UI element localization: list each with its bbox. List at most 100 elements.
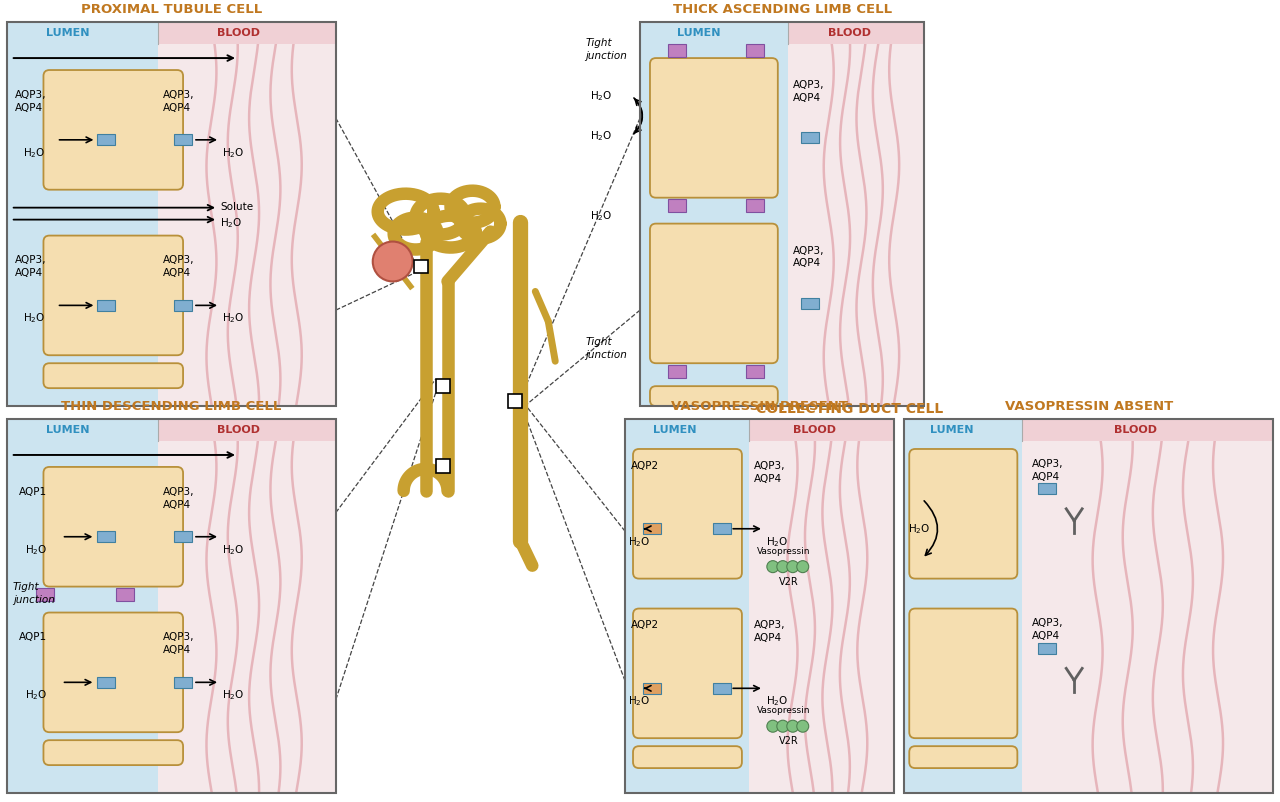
Text: LUMEN: LUMEN: [653, 425, 696, 435]
Text: LUMEN: LUMEN: [46, 28, 90, 38]
Text: AQP4: AQP4: [1032, 631, 1060, 642]
Text: BLOOD: BLOOD: [828, 28, 870, 38]
Text: junction: junction: [585, 51, 627, 61]
Bar: [159, 419, 335, 441]
Text: AQP3,: AQP3,: [754, 461, 786, 471]
Text: H$_2$O: H$_2$O: [23, 311, 45, 326]
Bar: [6, 419, 335, 793]
Text: AQP3,: AQP3,: [792, 245, 824, 256]
Circle shape: [787, 720, 799, 732]
Text: VASOPRESSIN PRESENT: VASOPRESSIN PRESENT: [671, 400, 849, 413]
Bar: [6, 22, 335, 406]
Text: junction: junction: [585, 350, 627, 360]
Bar: [904, 419, 1023, 441]
Bar: [644, 523, 662, 534]
Text: Tight: Tight: [585, 38, 612, 48]
Text: AQP4: AQP4: [163, 103, 191, 113]
Bar: [625, 419, 749, 793]
Text: AQP3,: AQP3,: [163, 487, 195, 497]
Bar: [1038, 643, 1056, 654]
Text: AQP1: AQP1: [19, 487, 47, 497]
Bar: [668, 365, 686, 378]
Bar: [159, 22, 335, 406]
Bar: [904, 419, 1023, 793]
Text: Tight: Tight: [13, 581, 40, 592]
Bar: [97, 677, 115, 688]
Text: AQP4: AQP4: [15, 103, 42, 113]
Text: BLOOD: BLOOD: [216, 28, 260, 38]
FancyBboxPatch shape: [634, 746, 742, 768]
Text: H$_2$O: H$_2$O: [909, 522, 931, 536]
Bar: [174, 300, 192, 311]
Text: Vasopressin: Vasopressin: [756, 707, 810, 715]
FancyBboxPatch shape: [44, 613, 183, 732]
FancyBboxPatch shape: [44, 467, 183, 586]
Bar: [625, 419, 895, 793]
Text: AQP3,: AQP3,: [1032, 459, 1064, 469]
Text: H$_2$O: H$_2$O: [590, 89, 613, 103]
Bar: [6, 419, 159, 441]
Bar: [6, 419, 159, 793]
FancyBboxPatch shape: [909, 609, 1018, 738]
Bar: [640, 22, 924, 406]
Text: H$_2$O: H$_2$O: [220, 216, 242, 229]
Text: AQP2: AQP2: [631, 461, 659, 471]
FancyBboxPatch shape: [44, 236, 183, 355]
Text: AQP4: AQP4: [754, 634, 782, 643]
Text: AQP1: AQP1: [19, 633, 47, 642]
Text: H$_2$O: H$_2$O: [628, 535, 650, 549]
Bar: [97, 300, 115, 311]
Text: AQP4: AQP4: [163, 646, 191, 655]
Bar: [6, 22, 159, 44]
Text: AQP3,: AQP3,: [15, 256, 46, 265]
Bar: [749, 419, 895, 441]
Text: H$_2$O: H$_2$O: [590, 129, 613, 143]
Text: H$_2$O: H$_2$O: [23, 146, 45, 160]
Bar: [508, 394, 522, 408]
Text: PROXIMAL TUBULE CELL: PROXIMAL TUBULE CELL: [81, 3, 262, 16]
Bar: [904, 419, 1274, 793]
Text: AQP4: AQP4: [792, 93, 820, 103]
Text: AQP4: AQP4: [754, 474, 782, 484]
Bar: [1023, 419, 1274, 793]
Circle shape: [777, 720, 788, 732]
Bar: [713, 523, 731, 534]
FancyBboxPatch shape: [909, 449, 1018, 578]
Bar: [97, 531, 115, 542]
Text: THICK ASCENDING LIMB CELL: THICK ASCENDING LIMB CELL: [672, 3, 892, 16]
FancyBboxPatch shape: [650, 58, 778, 197]
Text: AQP4: AQP4: [163, 269, 191, 278]
Text: H$_2$O: H$_2$O: [24, 688, 47, 703]
Bar: [640, 22, 787, 406]
Text: H$_2$O: H$_2$O: [628, 695, 650, 708]
Text: AQP4: AQP4: [792, 258, 820, 269]
Bar: [801, 298, 819, 309]
Text: Tight: Tight: [585, 338, 612, 347]
Text: COLLECTING DUCT CELL: COLLECTING DUCT CELL: [755, 402, 943, 416]
Bar: [746, 43, 764, 57]
Text: H$_2$O: H$_2$O: [24, 543, 47, 557]
Circle shape: [767, 720, 778, 732]
Text: H$_2$O: H$_2$O: [765, 535, 788, 549]
FancyBboxPatch shape: [44, 740, 183, 765]
Bar: [97, 135, 115, 145]
Text: BLOOD: BLOOD: [216, 425, 260, 435]
Text: LUMEN: LUMEN: [46, 425, 90, 435]
Text: AQP3,: AQP3,: [163, 90, 195, 100]
Text: H$_2$O: H$_2$O: [221, 688, 244, 703]
Text: H$_2$O: H$_2$O: [590, 209, 613, 222]
Circle shape: [767, 561, 778, 573]
FancyBboxPatch shape: [634, 449, 742, 578]
Text: AQP2: AQP2: [631, 621, 659, 630]
Circle shape: [796, 561, 809, 573]
Text: AQP3,: AQP3,: [15, 90, 46, 100]
Bar: [668, 199, 686, 213]
Text: H$_2$O: H$_2$O: [765, 695, 788, 708]
FancyBboxPatch shape: [650, 224, 778, 363]
Text: V2R: V2R: [780, 577, 799, 586]
Bar: [413, 260, 428, 273]
Bar: [644, 683, 662, 694]
Circle shape: [372, 241, 412, 282]
Bar: [159, 419, 335, 793]
Bar: [116, 588, 134, 601]
